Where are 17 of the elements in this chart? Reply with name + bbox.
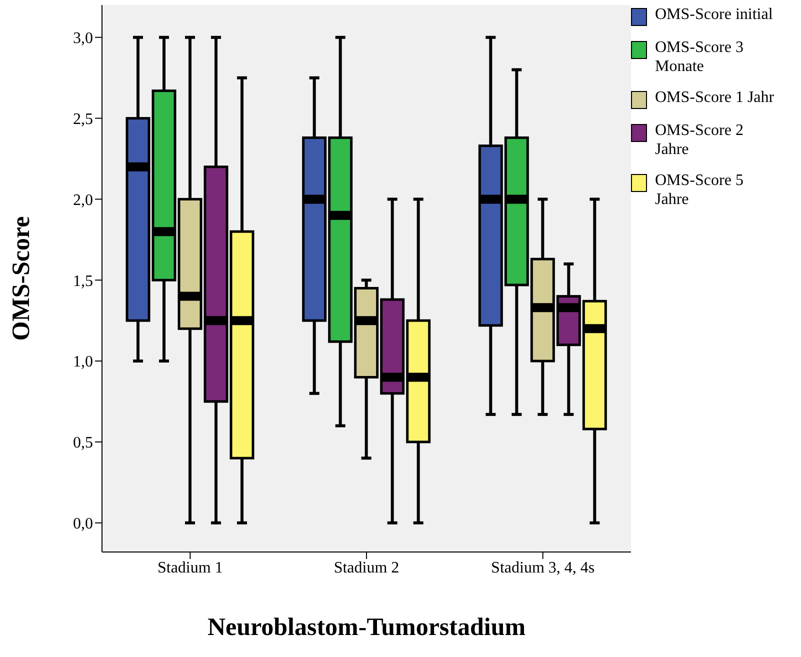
y-tick-label: 2,5	[73, 110, 93, 128]
x-tick-label: Stadium 2	[334, 559, 400, 576]
legend-label: OMS-Score 1 Jahr	[655, 88, 774, 107]
legend-label: OMS-Score 5 Jahre	[655, 171, 744, 209]
y-tick-label: 0,0	[73, 516, 93, 533]
legend-label: OMS-Score 3 Monate	[655, 38, 744, 76]
x-tick-label: Stadium 3, 4, 4s	[491, 559, 595, 576]
y-tick-label: 1,5	[73, 272, 93, 290]
x-axis-title: Neuroblastom-Tumorstadium	[207, 614, 526, 641]
y-tick-label: 2,0	[73, 192, 93, 209]
legend-label: OMS-Score 2 Jahre	[655, 121, 744, 159]
y-axis-title: OMS-Score	[8, 216, 35, 341]
y-tick-label: 3,0	[73, 30, 93, 48]
x-tick-label: Stadium 1	[157, 559, 223, 576]
y-tick-label: 1,0	[73, 354, 93, 371]
y-tick-label: 0,5	[73, 434, 93, 452]
legend-label: OMS-Score initial	[655, 5, 773, 24]
